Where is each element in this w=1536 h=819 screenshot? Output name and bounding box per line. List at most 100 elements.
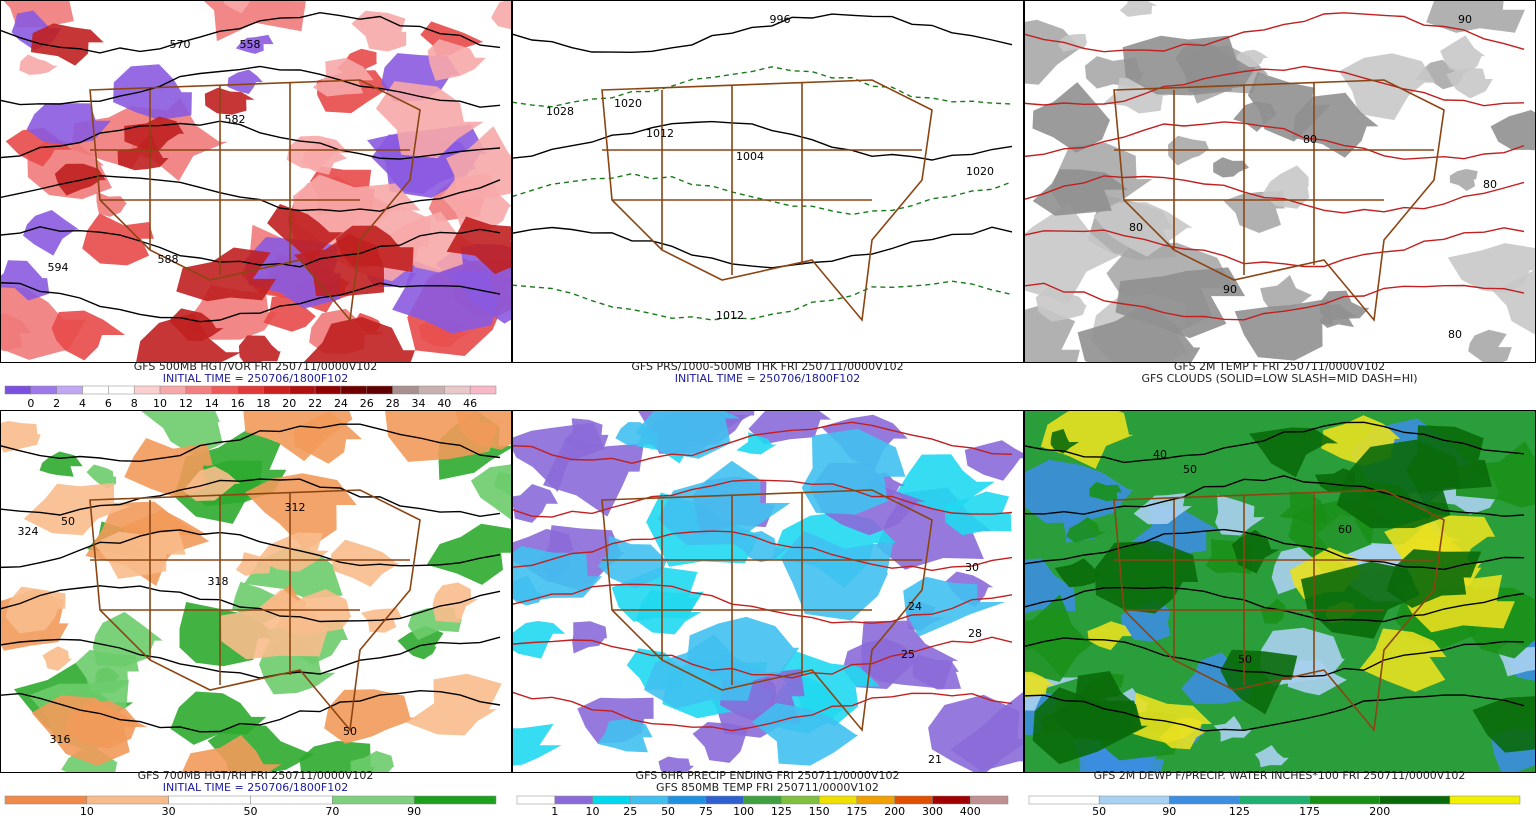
contour-line	[1025, 475, 1525, 517]
contour-label: 50	[1183, 463, 1197, 476]
colorbar-swatch	[554, 795, 593, 805]
colorbar-label: 24	[334, 397, 348, 410]
colorbar-label: 300	[922, 805, 943, 818]
colorbar-label: 30	[162, 805, 176, 818]
map-caption: GFS 850MB TEMP FRI 250711/0000V102	[656, 781, 879, 794]
shaded-area	[903, 576, 1006, 637]
shaded-area	[636, 589, 704, 635]
shaded-area	[748, 411, 832, 445]
shaded-area	[751, 703, 859, 766]
shaded-area	[235, 552, 276, 576]
colorbar-swatch	[263, 385, 290, 395]
contour-label: 324	[18, 525, 39, 538]
colorbar-swatch	[418, 385, 445, 395]
shaded-area	[563, 418, 609, 449]
contour-line	[1, 120, 501, 160]
shaded-area	[235, 34, 274, 54]
contour-label: 558	[240, 38, 261, 51]
map-caption: INITIAL TIME = 250706/1800F102	[163, 372, 348, 385]
shaded-area	[432, 582, 479, 623]
contour-line	[1, 529, 501, 569]
shaded-area	[1133, 493, 1192, 525]
colorbar-swatch	[56, 385, 83, 395]
colorbar-label: 4	[79, 397, 86, 410]
shaded-area	[392, 260, 499, 334]
shaded-area	[1040, 411, 1134, 469]
contour-line	[513, 66, 1013, 108]
shaded-area	[221, 589, 329, 660]
colorbar-swatch	[250, 795, 333, 805]
shaded-area	[644, 634, 767, 709]
contour-label: 90	[1223, 283, 1237, 296]
shaded-area	[1128, 692, 1212, 744]
shaded-area	[1449, 169, 1478, 191]
shaded-area	[238, 335, 281, 362]
contour-label: 80	[1483, 178, 1497, 191]
contour-label: 90	[1458, 13, 1472, 26]
colorbar-swatch	[743, 795, 782, 805]
shaded-area	[491, 1, 511, 30]
contour-line	[1, 585, 501, 623]
shaded-area	[513, 545, 603, 603]
shaded-area	[513, 621, 566, 659]
colorbar-swatch	[592, 795, 631, 805]
contour-label: 316	[50, 733, 71, 746]
shaded-area	[227, 69, 263, 94]
contour-label: 1020	[966, 165, 994, 178]
contour-line	[513, 479, 1013, 518]
shaded-area	[203, 1, 306, 42]
map-panel: 30 28 24 25 21 GFS 6HR PRECIP ENDING FRI 2507…	[512, 410, 1024, 818]
shaded-area	[1089, 482, 1122, 502]
contour-line	[1, 423, 501, 463]
map-caption: GFS 700MB HGT/RH FRI 250711/0000V102	[138, 769, 374, 782]
shaded-area	[1, 421, 41, 453]
colorbar-label: 400	[960, 805, 981, 818]
colorbar-label: 10	[80, 805, 94, 818]
shaded-area	[243, 411, 353, 462]
contour-label: 1012	[716, 309, 744, 322]
colorbar-swatch	[705, 795, 744, 805]
colorbar-label: 14	[205, 397, 219, 410]
shaded-area	[1259, 598, 1286, 624]
colorbar-swatch	[237, 385, 264, 395]
colorbar-swatch	[332, 795, 415, 805]
map-layer	[1, 1, 511, 362]
shaded-area	[861, 620, 959, 689]
contour-line	[1025, 121, 1525, 160]
shaded-area	[1093, 202, 1193, 257]
colorbar-label: 2	[53, 397, 60, 410]
colorbar-label: 90	[407, 805, 421, 818]
shaded-area	[1455, 441, 1535, 508]
shaded-area	[169, 308, 224, 342]
shaded-area	[692, 722, 749, 763]
colorbar-swatch	[781, 795, 820, 805]
colorbar-label: 75	[699, 805, 713, 818]
shaded-area	[51, 310, 126, 361]
colorbar-swatch	[86, 795, 169, 805]
contour-line	[1, 226, 501, 268]
colorbar-swatch	[469, 385, 497, 395]
contour-line	[513, 280, 1013, 321]
colorbar-swatch	[413, 795, 497, 805]
contour-line	[513, 691, 1013, 732]
contour-label: 594	[48, 261, 69, 274]
contour-label: 25	[901, 648, 915, 661]
shaded-area	[5, 586, 66, 634]
map-panel: 570 558 582 594 588 GFS 500MB HGT/VOR FRI 250…	[0, 0, 512, 410]
shaded-area	[513, 575, 542, 606]
contour-line	[1025, 528, 1525, 571]
contour-label: 50	[343, 725, 357, 738]
borders	[1113, 489, 1445, 732]
contour-label: 80	[1129, 221, 1143, 234]
contour-line	[1025, 694, 1525, 732]
map-caption: GFS 2M TEMP F FRI 250711/0000V102	[1174, 360, 1385, 373]
shaded-area	[397, 626, 444, 660]
shaded-area	[1050, 429, 1080, 454]
contour-label: 582	[225, 113, 246, 126]
shaded-area	[1025, 671, 1054, 699]
borders	[89, 79, 421, 322]
shaded-area	[446, 126, 511, 199]
shaded-area	[1447, 243, 1535, 293]
shaded-area	[1115, 267, 1246, 339]
contour-label: 80	[1303, 133, 1317, 146]
